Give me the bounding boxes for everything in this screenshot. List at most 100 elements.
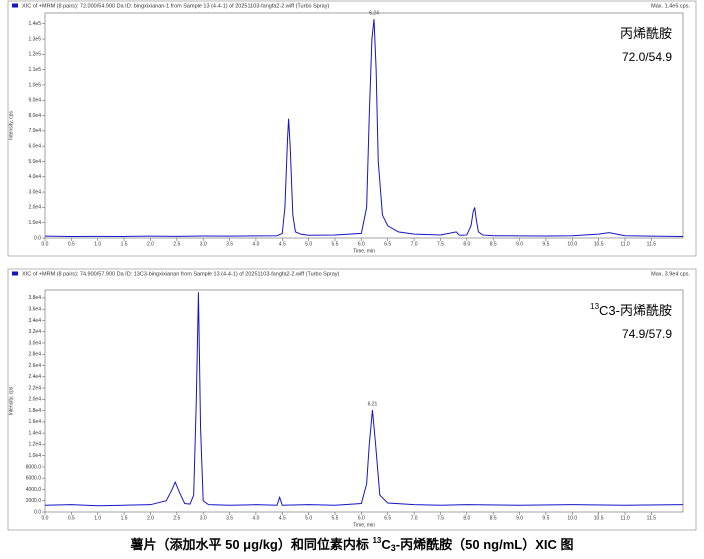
x-tick-label: 4.5 — [279, 515, 286, 521]
peak-label: 6.21 — [368, 401, 378, 407]
x-tick-label: 9.0 — [516, 515, 523, 521]
x-tick-label: 4.0 — [252, 515, 259, 521]
x-tick-label: 7.5 — [437, 241, 444, 247]
y-tick-label: 1.3e5 — [28, 36, 41, 42]
plot-frame — [44, 12, 684, 239]
compound-text: C3-丙烯酰胺 — [599, 303, 672, 318]
caption-text: C — [381, 537, 391, 552]
x-tick-label: 6.5 — [384, 515, 391, 521]
compound-name: 13C3-丙烯酰胺 — [590, 302, 672, 318]
y-tick-label: 9.0e4 — [28, 98, 41, 104]
y-tick-label: 1.1e5 — [28, 67, 41, 73]
y-tick-label: 7.0e4 — [28, 128, 41, 134]
y-tick-label: 5.0e4 — [28, 159, 41, 165]
y-tick-label: 3.6e4 — [28, 306, 41, 312]
x-tick-label: 11.0 — [620, 241, 630, 247]
y-tick-label: 8000.0 — [26, 464, 42, 470]
header: XIC of +MRM (8 pairs): 74.900/57.900 Da … — [22, 271, 340, 277]
compound-sup: 13 — [590, 302, 599, 311]
x-tick-label: 5.5 — [332, 241, 339, 247]
x-tick-label: 8.5 — [490, 515, 497, 521]
x-tick-label: 3.0 — [200, 241, 207, 247]
x-tick-label: 6.5 — [384, 241, 391, 247]
y-tick-label: 1.0e4 — [28, 453, 41, 459]
x-axis-label: Time, min — [353, 522, 375, 528]
x-tick-label: 9.0 — [516, 241, 523, 247]
x-tick-label: 3.0 — [200, 515, 207, 521]
y-tick-label: 4.0e4 — [28, 174, 41, 180]
x-tick-label: 7.5 — [437, 515, 444, 521]
max-label: Max. 1.4e5 cps. — [651, 3, 690, 9]
y-tick-label: 3.4e4 — [28, 318, 41, 324]
x-tick-label: 11.5 — [647, 515, 657, 521]
x-tick-label: 2.0 — [147, 241, 154, 247]
y-tick-label: 0.0 — [34, 235, 41, 241]
x-tick-label: 4.0 — [252, 241, 259, 247]
y-tick-label: 1.4e5 — [28, 21, 41, 27]
x-tick-label: 0.5 — [68, 241, 75, 247]
y-tick-label: 1.0e4 — [28, 220, 41, 226]
x-tick-label: 4.5 — [279, 241, 286, 247]
compound-text: 丙烯酰胺 — [620, 26, 672, 41]
header-icon — [12, 271, 18, 276]
x-tick-label: 8.0 — [463, 515, 470, 521]
x-tick-label: 1.5 — [121, 241, 128, 247]
y-tick-label: 1.2e4 — [28, 442, 41, 448]
y-tick-label: 3.0e4 — [28, 340, 41, 346]
y-tick-label: 1.0e5 — [28, 82, 41, 88]
panel-frame — [7, 0, 697, 257]
caption-sup: 13 — [372, 536, 381, 545]
x-tick-label: 10.0 — [567, 515, 577, 521]
x-axis-label: Time, min — [353, 248, 375, 254]
x-tick-label: 8.5 — [490, 241, 497, 247]
transition: 72.0/54.9 — [622, 50, 672, 64]
x-tick-label: 3.5 — [226, 241, 233, 247]
y-tick-label: 8.0e4 — [28, 113, 41, 119]
y-tick-label: 3.2e4 — [28, 329, 41, 335]
x-tick-label: 3.5 — [226, 515, 233, 521]
caption-text: -丙烯酰胺（50 ng/mL）XIC 图 — [396, 537, 574, 552]
trace — [44, 292, 684, 507]
y-tick-label: 4000.0 — [26, 487, 42, 493]
x-tick-label: 1.5 — [121, 515, 128, 521]
y-tick-label: 2.4e4 — [28, 374, 41, 380]
x-tick-label: 2.5 — [173, 241, 180, 247]
y-tick-label: 6.0e4 — [28, 143, 41, 149]
x-tick-label: 0.0 — [42, 515, 49, 521]
header: XIC of +MRM (8 pairs): 72.000/54.900 Da … — [22, 3, 329, 9]
caption-text: 薯片（添加水平 50 μg/kg）和同位素内标 — [130, 537, 373, 552]
max-label: Max. 3.9e4 cps. — [651, 271, 690, 277]
x-tick-label: 10.5 — [594, 241, 604, 247]
y-tick-label: 1.8e4 — [28, 408, 41, 414]
x-tick-label: 11.5 — [647, 241, 657, 247]
y-axis-label: Intensity, cps — [8, 111, 14, 140]
y-tick-label: 1.4e4 — [28, 430, 41, 436]
x-tick-label: 0.5 — [68, 515, 75, 521]
x-tick-label: 5.0 — [305, 515, 312, 521]
x-tick-label: 2.0 — [147, 515, 154, 521]
x-tick-label: 11.0 — [620, 515, 630, 521]
transition: 74.9/57.9 — [622, 327, 672, 341]
y-tick-label: 2000.0 — [26, 498, 42, 504]
y-tick-label: 3.0e4 — [28, 189, 41, 195]
panel-frame — [7, 268, 697, 531]
y-tick-label: 2.2e4 — [28, 385, 41, 391]
x-tick-label: 1.0 — [94, 515, 101, 521]
compound-name: 丙烯酰胺 — [620, 26, 672, 41]
peak-label: 6.24 — [369, 10, 379, 16]
y-tick-label: 2.0e4 — [28, 397, 41, 403]
x-tick-label: 10.0 — [567, 241, 577, 247]
x-tick-label: 9.5 — [542, 241, 549, 247]
x-tick-label: 6.0 — [358, 241, 365, 247]
x-tick-label: 7.0 — [411, 241, 418, 247]
x-tick-label: 5.5 — [332, 515, 339, 521]
x-tick-label: 8.0 — [463, 241, 470, 247]
x-tick-label: 2.5 — [173, 515, 180, 521]
y-tick-label: 3.8e4 — [28, 295, 41, 301]
x-tick-label: 0.0 — [42, 241, 49, 247]
caption: 薯片（添加水平 50 μg/kg）和同位素内标 13C3-丙烯酰胺（50 ng/… — [130, 536, 574, 553]
trace — [44, 19, 684, 237]
x-tick-label: 1.0 — [94, 241, 101, 247]
y-tick-label: 0.0 — [34, 509, 41, 515]
